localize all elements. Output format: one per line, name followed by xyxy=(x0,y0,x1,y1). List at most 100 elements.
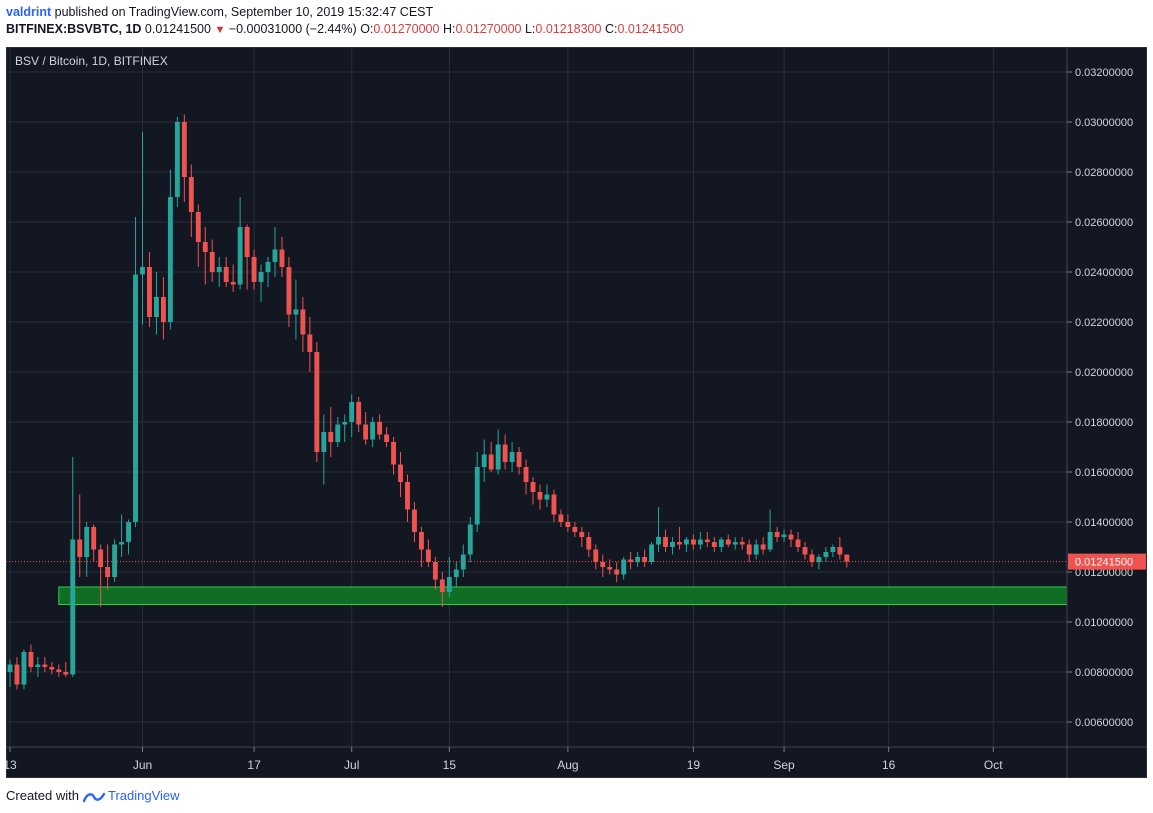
last-price: 0.01241500 xyxy=(144,22,211,36)
candle-body xyxy=(544,494,550,500)
candle xyxy=(223,257,229,287)
candle-body xyxy=(837,547,843,555)
candle xyxy=(77,494,83,577)
candle-body xyxy=(823,552,829,557)
candle-body xyxy=(530,482,536,492)
candle xyxy=(28,644,34,672)
candle xyxy=(537,484,543,510)
candle-body xyxy=(760,544,766,550)
candle-body xyxy=(140,267,145,275)
candle-body xyxy=(453,569,459,577)
candle xyxy=(530,477,536,505)
candle xyxy=(544,484,550,507)
candle-body xyxy=(704,539,710,542)
candle xyxy=(112,539,118,582)
candle-body xyxy=(753,544,759,555)
candle-body xyxy=(663,537,668,547)
candle xyxy=(154,272,159,335)
candle xyxy=(725,534,731,547)
candle xyxy=(105,544,111,590)
candle-body xyxy=(244,227,250,257)
candle xyxy=(753,539,759,560)
candle xyxy=(523,459,529,495)
candle-body xyxy=(446,577,452,592)
candle xyxy=(251,249,257,290)
candle-body xyxy=(160,297,166,322)
candle-body xyxy=(28,652,34,667)
candle-body xyxy=(683,539,689,545)
price-axis[interactable]: 0.03200000 0.03000000 0.02800000 0.02600000… xyxy=(1067,67,1146,729)
chart-title: BSV / Bitcoin, 1D, BITFINEX xyxy=(15,54,168,68)
candle-body xyxy=(349,402,355,422)
time-axis[interactable]: 13 Jun 17 Jul 15 Aug 19 Sep 16 Oct xyxy=(6,747,1003,772)
candle-body xyxy=(739,542,745,545)
price-chart[interactable]: 0.03200000 0.03000000 0.02800000 0.02600000… xyxy=(6,47,1147,778)
candle-body xyxy=(230,282,236,285)
x-tick-label: Sep xyxy=(773,758,795,772)
candle xyxy=(147,252,152,327)
symbol-label: BITFINEX:BSVBTC, 1D xyxy=(6,22,142,36)
y-tick-label: 0.01000000 xyxy=(1075,617,1133,629)
candle-body xyxy=(642,557,648,562)
candle-body xyxy=(621,559,627,575)
candle xyxy=(209,239,215,282)
candle xyxy=(391,437,396,475)
candle-body xyxy=(565,522,571,527)
candle xyxy=(767,509,773,552)
candle xyxy=(551,489,557,522)
tradingview-link[interactable]: TradingView xyxy=(108,788,180,803)
candle-body xyxy=(467,524,473,555)
candle xyxy=(84,522,90,577)
candle xyxy=(481,439,487,482)
candle xyxy=(265,257,271,287)
candle-body xyxy=(398,464,403,482)
candle-body xyxy=(788,534,794,540)
candle-body xyxy=(551,494,557,515)
candle-body xyxy=(21,652,27,685)
candle xyxy=(509,442,515,472)
candle-body xyxy=(328,432,334,442)
candle-body xyxy=(195,212,201,242)
candle-body xyxy=(614,569,620,575)
author-link[interactable]: valdrint xyxy=(6,5,52,19)
y-tick-label: 0.03200000 xyxy=(1075,67,1133,79)
x-tick-label: 17 xyxy=(247,758,261,772)
candle-body xyxy=(781,534,787,537)
candle xyxy=(795,532,801,552)
candle xyxy=(7,659,13,687)
candle-body xyxy=(370,422,376,440)
candle-body xyxy=(314,352,320,452)
y-tick-label: 0.01200000 xyxy=(1075,567,1133,579)
candle xyxy=(697,532,703,550)
candle-body xyxy=(279,249,285,267)
candle xyxy=(119,514,125,557)
close-value: 0.01241500 xyxy=(617,22,684,36)
y-tick-label: 0.00800000 xyxy=(1075,667,1133,679)
candle xyxy=(600,554,606,577)
candle-body xyxy=(363,424,369,440)
candle xyxy=(558,509,564,527)
y-tick-label: 0.01600000 xyxy=(1075,467,1133,479)
high-label: H: xyxy=(442,22,456,36)
candle-body xyxy=(405,482,410,510)
candle xyxy=(683,537,689,552)
candle xyxy=(293,279,299,340)
candle-body xyxy=(586,537,592,550)
candle xyxy=(300,297,306,352)
candle-body xyxy=(697,539,703,545)
low-label: L: xyxy=(524,22,536,36)
candle xyxy=(425,539,431,567)
candle xyxy=(816,554,822,570)
candle-body xyxy=(91,527,97,550)
candle-body xyxy=(14,664,20,685)
down-arrow-icon: ▼ xyxy=(214,24,226,36)
candle xyxy=(321,414,327,485)
symbol-info-bar: BITFINEX:BSVBTC, 1D 0.01241500 ▼ −0.0003… xyxy=(6,22,683,36)
candle xyxy=(181,114,187,202)
candle-body xyxy=(98,549,104,567)
candle-body xyxy=(774,532,780,537)
candle-body xyxy=(579,532,585,537)
y-tick-label: 0.03000000 xyxy=(1075,117,1133,129)
candle-body xyxy=(509,452,515,462)
tradingview-logo-icon[interactable] xyxy=(82,788,108,803)
